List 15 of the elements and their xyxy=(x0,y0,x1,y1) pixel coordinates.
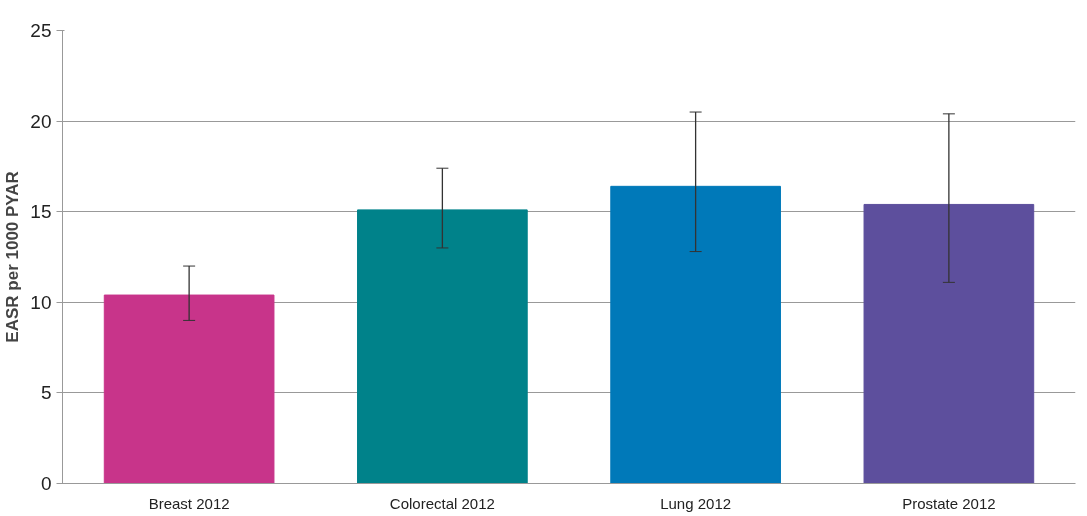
x-tick-label: Lung 2012 xyxy=(660,494,732,512)
bar xyxy=(357,209,528,484)
x-tick-label: Colorectal 2012 xyxy=(389,494,495,512)
y-tick-label: 10 xyxy=(30,291,52,313)
x-tick-label: Prostate 2012 xyxy=(902,494,996,512)
y-tick-label: 20 xyxy=(30,110,52,132)
y-tick-label: 0 xyxy=(40,473,52,494)
bar xyxy=(103,294,275,484)
bar xyxy=(863,203,1035,484)
y-axis-title: EASR per 1000 PYAR xyxy=(3,171,23,343)
y-tick-label: 25 xyxy=(30,20,52,41)
bar xyxy=(610,185,781,484)
y-tick-label: 15 xyxy=(30,201,52,223)
x-tick-label: Breast 2012 xyxy=(148,494,230,512)
y-tick-label: 5 xyxy=(40,382,52,404)
